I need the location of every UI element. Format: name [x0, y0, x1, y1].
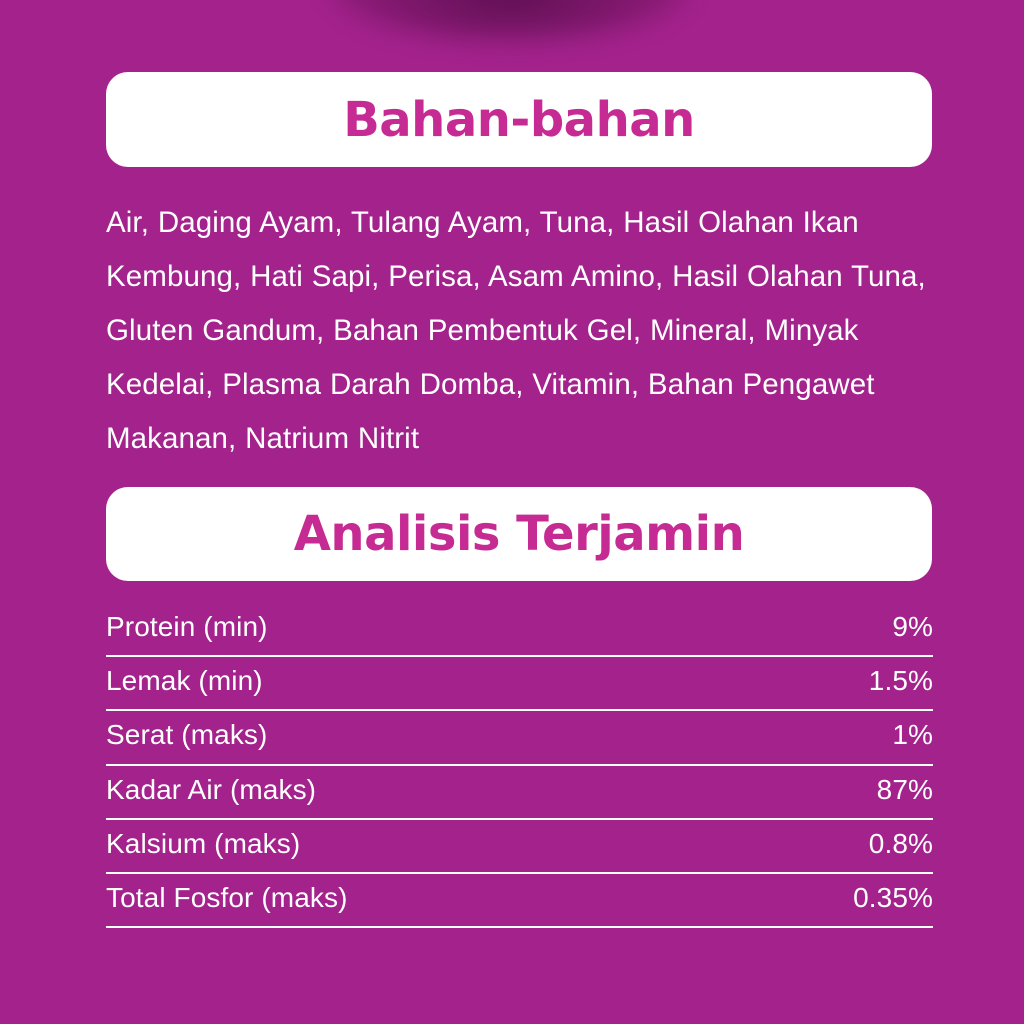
guaranteed-analysis-table: Protein (min) 9% Lemak (min) 1.5% Serat …: [106, 603, 933, 929]
top-shadow-vignette: [330, 0, 690, 40]
analysis-row-label: Total Fosfor (maks): [106, 882, 348, 914]
analysis-row-label: Lemak (min): [106, 665, 263, 697]
table-row: Serat (maks) 1%: [106, 711, 933, 766]
table-row: Kalsium (maks) 0.8%: [106, 820, 933, 874]
analysis-row-label: Serat (maks): [106, 719, 268, 751]
analysis-row-value: 87%: [876, 773, 933, 805]
table-row: Kadar Air (maks) 87%: [106, 766, 933, 820]
analysis-row-label: Protein (min): [106, 611, 268, 643]
analysis-row-value: 1.5%: [868, 665, 933, 697]
analysis-row-value: 0.35%: [853, 882, 933, 914]
analysis-row-value: 9%: [892, 611, 933, 643]
ingredients-body-text: Air, Daging Ayam, Tulang Ayam, Tuna, Has…: [106, 206, 926, 455]
analysis-row-value: 1%: [892, 719, 933, 751]
analysis-row-label: Kadar Air (maks): [106, 773, 317, 805]
table-row: Protein (min) 9%: [106, 603, 933, 658]
ingredients-heading-pill: Bahan-bahan: [106, 72, 932, 167]
analysis-heading-label: Analisis Terjamin: [293, 506, 745, 562]
table-row: Lemak (min) 1.5%: [106, 657, 933, 712]
analysis-row-label: Kalsium (maks): [106, 827, 301, 859]
analysis-row-value: 0.8%: [868, 827, 933, 859]
analysis-heading-pill: Analisis Terjamin: [106, 487, 932, 581]
table-row: Total Fosfor (maks) 0.35%: [106, 874, 933, 929]
ingredients-heading-label: Bahan-bahan: [343, 91, 695, 148]
